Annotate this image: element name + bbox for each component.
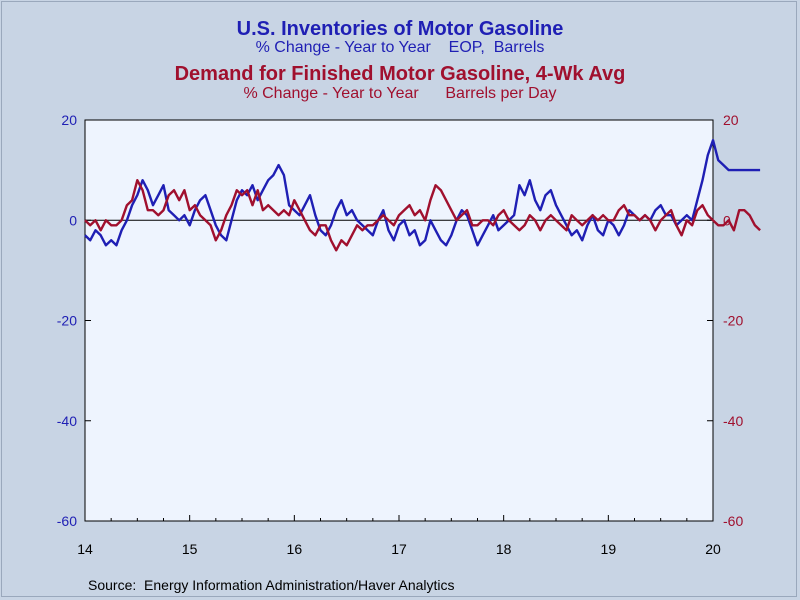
- demand-series-line: [84, 178, 761, 252]
- chart-subtitle-inventories: % Change - Year to Year EOP, Barrels: [255, 39, 545, 56]
- y-left-tick-label: 0: [69, 212, 77, 228]
- y-left-tick-label: -60: [57, 513, 77, 529]
- y-right-tick-label: -20: [723, 313, 743, 329]
- y-left-tick-label: 20: [61, 112, 77, 128]
- x-tick-label: 15: [182, 541, 198, 557]
- y-right-tick-label: -60: [723, 513, 743, 529]
- source-note: Source: Energy Information Administratio…: [88, 577, 455, 593]
- chart-title-inventories: U.S. Inventories of Motor Gasoline: [236, 18, 564, 40]
- x-tick-label: 17: [391, 541, 407, 557]
- x-tick-label: 14: [77, 541, 93, 557]
- y-right-tick-label: 0: [723, 212, 731, 228]
- x-tick-label: 16: [287, 541, 303, 557]
- chart-subtitle-demand: % Change - Year to Year Barrels per Day: [243, 85, 557, 102]
- plot-area: [84, 119, 714, 522]
- chart-title-demand: Demand for Finished Motor Gasoline, 4-Wk…: [174, 63, 626, 85]
- x-tick-label: 20: [705, 541, 721, 557]
- x-tick-label: 18: [496, 541, 512, 557]
- y-left-tick-label: -40: [57, 413, 77, 429]
- x-tick-label: 19: [601, 541, 617, 557]
- axis-ticks: [84, 119, 714, 522]
- y-right-tick-label: 20: [723, 112, 739, 128]
- y-right-tick-label: -40: [723, 413, 743, 429]
- series-lines: [84, 138, 761, 252]
- y-left-tick-label: -20: [57, 313, 77, 329]
